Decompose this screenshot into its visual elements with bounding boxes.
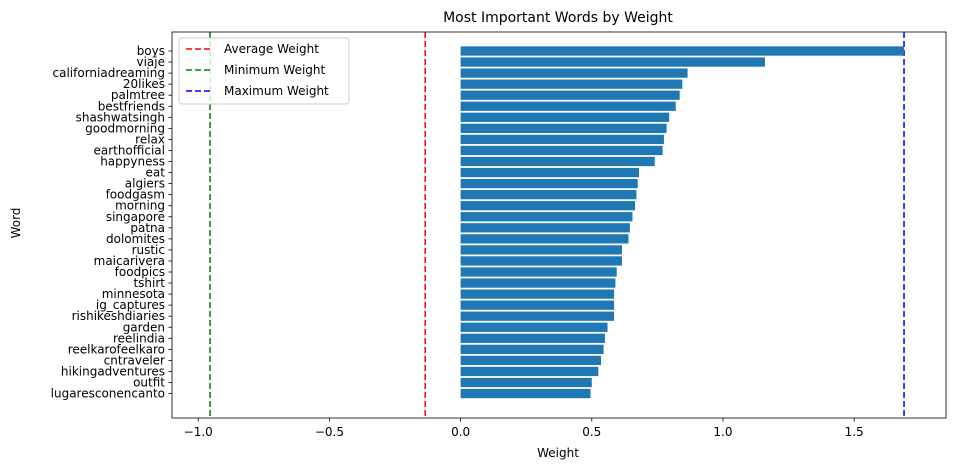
- y-tick-label: relax: [135, 132, 165, 146]
- y-tick-label: hikingadventures: [61, 364, 165, 378]
- y-tick-label: algiers: [125, 177, 165, 191]
- bar: [460, 366, 599, 377]
- legend-entry: Average Weight: [224, 42, 319, 56]
- bar: [460, 145, 663, 156]
- bar: [460, 178, 638, 189]
- y-tick-label: minnesota: [102, 287, 165, 301]
- legend: Average Weight Minimum Weight Maximum Weig…: [178, 37, 350, 105]
- y-tick-label: maicarivera: [94, 254, 165, 268]
- bar: [460, 68, 688, 78]
- bar: [460, 377, 592, 388]
- y-tick-label: garden: [123, 320, 165, 334]
- bar: [460, 112, 670, 122]
- y-tick-label: morning: [115, 199, 165, 213]
- plot-frame: [171, 31, 947, 419]
- y-tick-label: singapore: [106, 210, 165, 224]
- y-tick-label: eat: [146, 166, 166, 180]
- bar: [460, 333, 605, 343]
- y-tick-label: outfit: [133, 376, 165, 390]
- y-tick-label: viaje: [136, 55, 165, 69]
- y-tick-label: ig_captures: [96, 298, 165, 312]
- bar: [460, 234, 629, 244]
- y-tick-label: reelkarofeelkaro: [68, 342, 165, 356]
- x-axis-label: Weight: [537, 446, 579, 460]
- y-tick-label: boys: [137, 44, 165, 58]
- y-tick-label: earthofficial: [93, 143, 165, 157]
- bar: [460, 134, 664, 145]
- y-tick-label: reelindia: [113, 331, 165, 345]
- bar: [460, 101, 676, 111]
- y-tick-label: happyness: [100, 155, 165, 169]
- bar: [460, 46, 905, 56]
- x-tick-label: −1.0: [184, 425, 213, 439]
- legend-entry: Minimum Weight: [224, 63, 326, 77]
- legend-entry: Maximum Weight: [224, 84, 329, 98]
- bar: [460, 190, 637, 200]
- bar: [460, 167, 640, 178]
- bar: [460, 355, 601, 366]
- bar: [460, 123, 667, 133]
- y-tick-label: bestfriends: [98, 99, 165, 113]
- y-axis-label: Word: [9, 208, 23, 239]
- bar: [460, 245, 622, 255]
- y-tick-label: palmtree: [111, 88, 165, 102]
- x-tick-label: 1.5: [845, 425, 864, 439]
- bar: [460, 311, 615, 321]
- bar: [460, 344, 604, 354]
- y-tick-label: rishikeshdiaries: [72, 309, 165, 323]
- bar: [460, 212, 633, 222]
- y-tick-label: shashwatsingh: [76, 110, 165, 124]
- y-tick-label: californiadreaming: [53, 66, 165, 80]
- bar: [460, 223, 630, 233]
- bar: [460, 388, 591, 399]
- y-tick-label: dolomites: [106, 232, 165, 246]
- bar: [460, 278, 616, 288]
- y-tick-label: patna: [130, 221, 165, 235]
- bar: [460, 57, 765, 67]
- y-tick-label: tshirt: [133, 276, 165, 290]
- bar: [460, 322, 608, 332]
- bar: [460, 156, 655, 167]
- legend-box: [178, 37, 350, 105]
- bar: [460, 256, 622, 266]
- y-tick-label: cntraveler: [104, 353, 165, 367]
- y-tick-label: goodmorning: [85, 121, 165, 135]
- x-tick-label: 0.5: [582, 425, 601, 439]
- bar: [460, 79, 683, 89]
- x-tick-label: −0.5: [315, 425, 344, 439]
- y-tick-label: 20likes: [123, 77, 165, 91]
- x-tick-label: 1.0: [713, 425, 732, 439]
- x-tick-label: 0.0: [451, 425, 470, 439]
- bar: [460, 90, 680, 100]
- y-tick-label: lugaresconencanto: [51, 387, 165, 401]
- y-tick-label: foodgasm: [106, 188, 165, 202]
- y-tick-label: rustic: [132, 243, 165, 257]
- bar: [460, 201, 636, 211]
- bar: [460, 300, 615, 310]
- chart-title: Most Important Words by Weight: [443, 10, 673, 26]
- bar: [460, 267, 617, 277]
- bar: [460, 289, 615, 299]
- y-tick-label: foodpics: [115, 265, 165, 279]
